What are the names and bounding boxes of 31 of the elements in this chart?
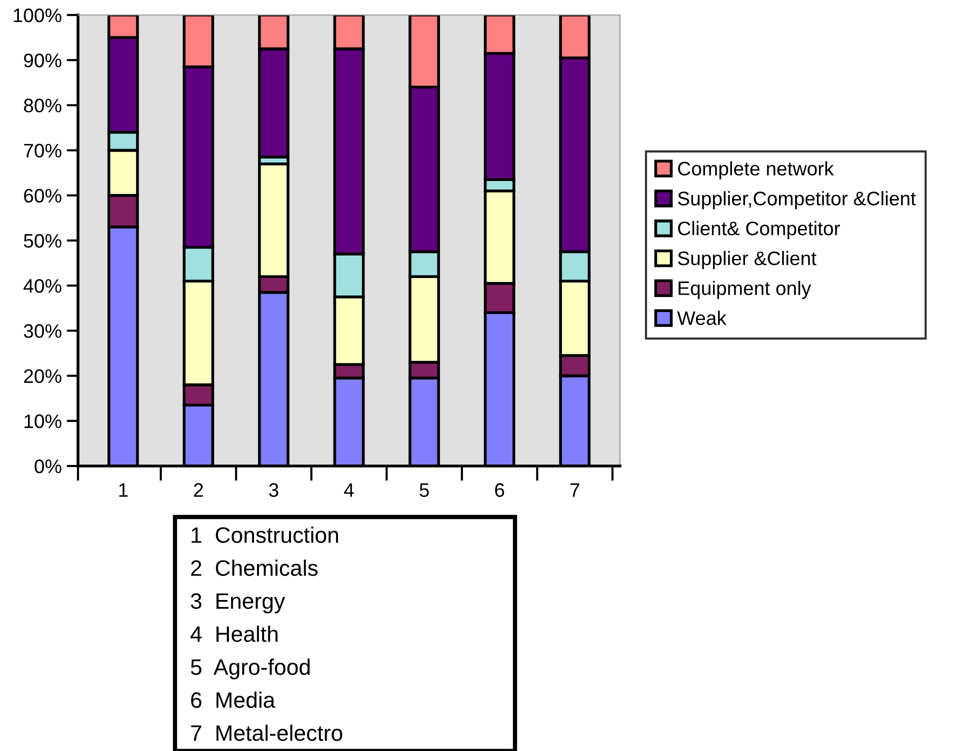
x-tick-label: 4 bbox=[344, 483, 354, 497]
legend-label: Weak bbox=[677, 310, 726, 326]
x-tick-label: 3 bbox=[269, 483, 278, 497]
y-tick-label: 0% bbox=[34, 459, 62, 474]
y-tick-label: 80% bbox=[24, 98, 62, 112]
text: 2 Chemicals bbox=[191, 560, 318, 576]
x-tick-label: 6 bbox=[495, 483, 504, 497]
text: 6 Media bbox=[191, 692, 276, 708]
y-tick-label: 40% bbox=[24, 279, 62, 293]
legend-label: Supplier,Competitor &Client bbox=[678, 191, 916, 210]
text: 1 Construction bbox=[192, 526, 338, 543]
y-tick-label: 30% bbox=[24, 324, 62, 338]
x-tick-label: 5 bbox=[420, 483, 429, 497]
x-tick-label: 1 bbox=[119, 483, 128, 497]
text: 7 Metal-electro bbox=[191, 724, 342, 741]
text: 3 Energy bbox=[190, 593, 286, 614]
y-tick-label: 10% bbox=[24, 414, 62, 428]
y-tick-label: 20% bbox=[24, 369, 62, 384]
x-tick-label: 7 bbox=[570, 483, 580, 497]
y-tick-label: 50% bbox=[24, 234, 62, 248]
legend-label: Supplier &Client bbox=[678, 250, 816, 270]
text: 5 Agro-food bbox=[190, 658, 310, 680]
legend-label: Client& Competitor bbox=[678, 221, 840, 240]
y-tick-label: 60% bbox=[24, 188, 62, 203]
x-tick-label: 2 bbox=[194, 483, 203, 497]
y-tick-label: 100% bbox=[14, 8, 62, 22]
legend-label: Complete network bbox=[678, 161, 834, 180]
y-tick-label: 90% bbox=[24, 54, 62, 68]
text: 4 Health bbox=[190, 626, 278, 642]
legend-label: Equipment only bbox=[678, 280, 812, 299]
y-tick-label: 70% bbox=[24, 144, 62, 158]
